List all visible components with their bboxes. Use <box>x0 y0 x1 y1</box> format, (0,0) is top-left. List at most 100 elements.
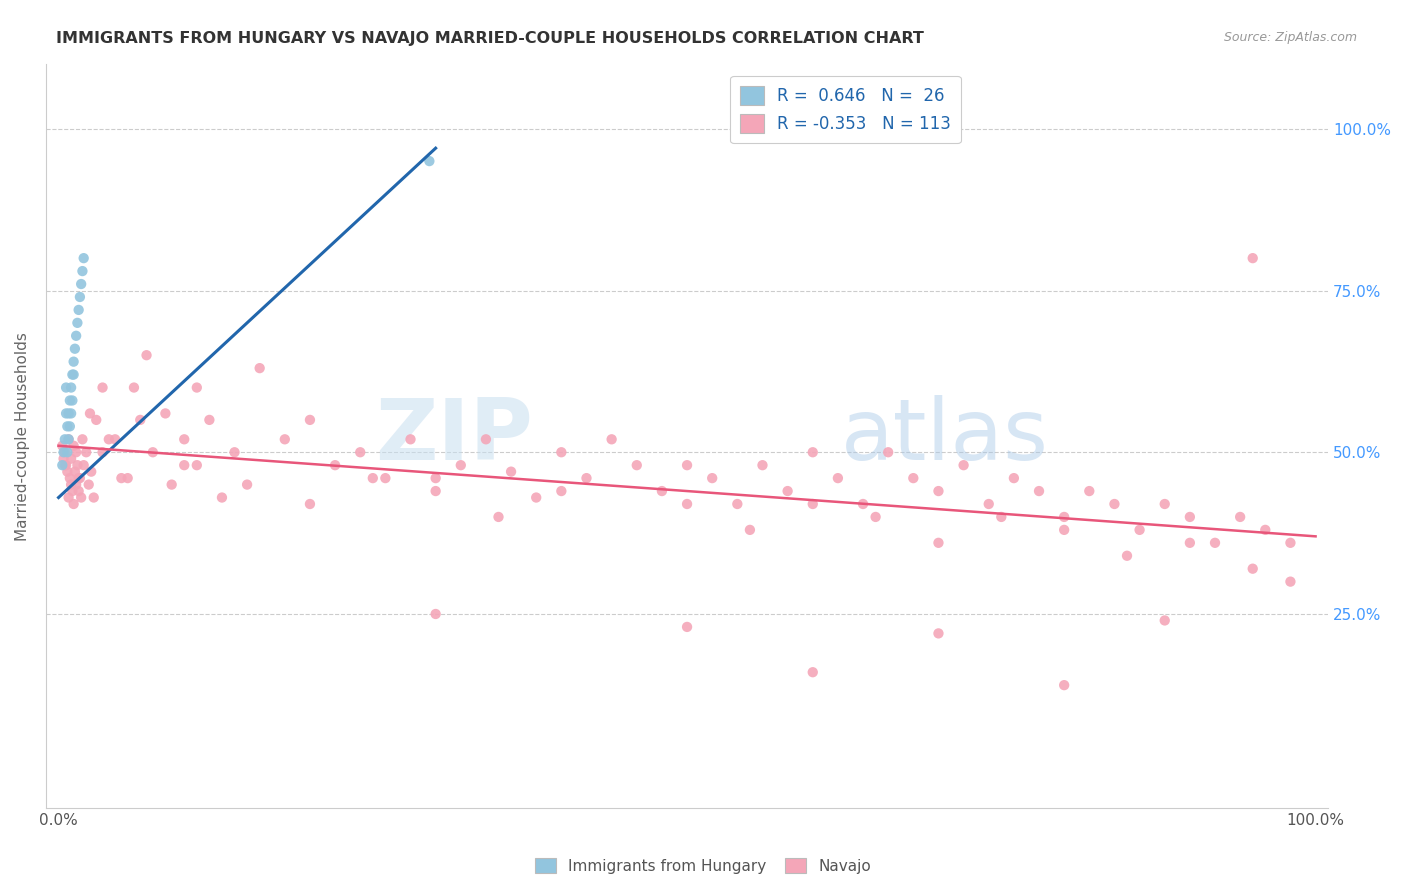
Point <box>702 471 724 485</box>
Point <box>65 445 87 459</box>
Text: ZIP: ZIP <box>375 394 533 477</box>
Point <box>827 471 849 485</box>
Point <box>60 451 83 466</box>
Point <box>173 432 195 446</box>
Point <box>62 368 84 382</box>
Point <box>236 477 259 491</box>
Point <box>91 380 114 394</box>
Point <box>1116 549 1139 563</box>
Point <box>425 471 447 485</box>
Point <box>575 471 598 485</box>
Point <box>69 471 91 485</box>
Point <box>129 413 152 427</box>
Point <box>135 348 157 362</box>
Point <box>59 393 82 408</box>
Point <box>62 439 84 453</box>
Point <box>425 607 447 621</box>
Point <box>1078 484 1101 499</box>
Text: Source: ZipAtlas.com: Source: ZipAtlas.com <box>1223 31 1357 45</box>
Point <box>1241 562 1264 576</box>
Point <box>60 368 83 382</box>
Point <box>122 380 145 394</box>
Point <box>651 484 673 499</box>
Point <box>173 458 195 473</box>
Point <box>63 342 86 356</box>
Point <box>399 432 422 446</box>
Point <box>361 471 384 485</box>
Point <box>72 432 94 446</box>
Point <box>67 471 90 485</box>
Point <box>1254 523 1277 537</box>
Point <box>186 380 208 394</box>
Point <box>1241 251 1264 265</box>
Point <box>62 497 84 511</box>
Point <box>1153 497 1175 511</box>
Y-axis label: Married-couple Households: Married-couple Households <box>15 332 30 541</box>
Point <box>1053 523 1076 537</box>
Point <box>83 491 105 505</box>
Text: IMMIGRANTS FROM HUNGARY VS NAVAJO MARRIED-COUPLE HOUSEHOLDS CORRELATION CHART: IMMIGRANTS FROM HUNGARY VS NAVAJO MARRIE… <box>56 31 924 46</box>
Point <box>450 458 472 473</box>
Point <box>55 380 77 394</box>
Point <box>1204 536 1226 550</box>
Point <box>110 471 132 485</box>
Point <box>425 484 447 499</box>
Point <box>55 458 77 473</box>
Point <box>59 471 82 485</box>
Point <box>776 484 799 499</box>
Point <box>1129 523 1152 537</box>
Point <box>1104 497 1126 511</box>
Point <box>186 458 208 473</box>
Point <box>1178 510 1201 524</box>
Legend: Immigrants from Hungary, Navajo: Immigrants from Hungary, Navajo <box>529 852 877 880</box>
Point <box>349 445 371 459</box>
Point <box>1002 471 1025 485</box>
Point <box>676 458 699 473</box>
Point <box>676 497 699 511</box>
Point <box>952 458 974 473</box>
Point <box>52 451 75 466</box>
Point <box>738 523 761 537</box>
Point <box>67 302 90 317</box>
Point <box>53 432 76 446</box>
Point <box>142 445 165 459</box>
Point <box>374 471 396 485</box>
Point <box>55 406 77 420</box>
Point <box>56 465 79 479</box>
Point <box>117 471 139 485</box>
Point <box>63 465 86 479</box>
Point <box>977 497 1000 511</box>
Point <box>524 491 547 505</box>
Point <box>84 413 107 427</box>
Point <box>1028 484 1050 499</box>
Point <box>51 439 73 453</box>
Point <box>67 484 90 499</box>
Point <box>65 477 87 491</box>
Legend: R =  0.646   N =  26, R = -0.353   N = 113: R = 0.646 N = 26, R = -0.353 N = 113 <box>730 76 960 143</box>
Point <box>927 536 949 550</box>
Point <box>51 458 73 473</box>
Point <box>550 484 572 499</box>
Point <box>1279 536 1302 550</box>
Point <box>1053 510 1076 524</box>
Point <box>903 471 925 485</box>
Point <box>56 419 79 434</box>
Point <box>66 316 89 330</box>
Point <box>801 497 824 511</box>
Point <box>550 445 572 459</box>
Point <box>70 491 93 505</box>
Point <box>1229 510 1251 524</box>
Point <box>499 465 522 479</box>
Point <box>70 277 93 291</box>
Point <box>725 497 748 511</box>
Point <box>298 413 321 427</box>
Point <box>323 458 346 473</box>
Point <box>224 445 246 459</box>
Point <box>751 458 773 473</box>
Point <box>73 251 96 265</box>
Point <box>73 458 96 473</box>
Point <box>60 484 83 499</box>
Point <box>990 510 1012 524</box>
Point <box>249 361 271 376</box>
Point <box>927 484 949 499</box>
